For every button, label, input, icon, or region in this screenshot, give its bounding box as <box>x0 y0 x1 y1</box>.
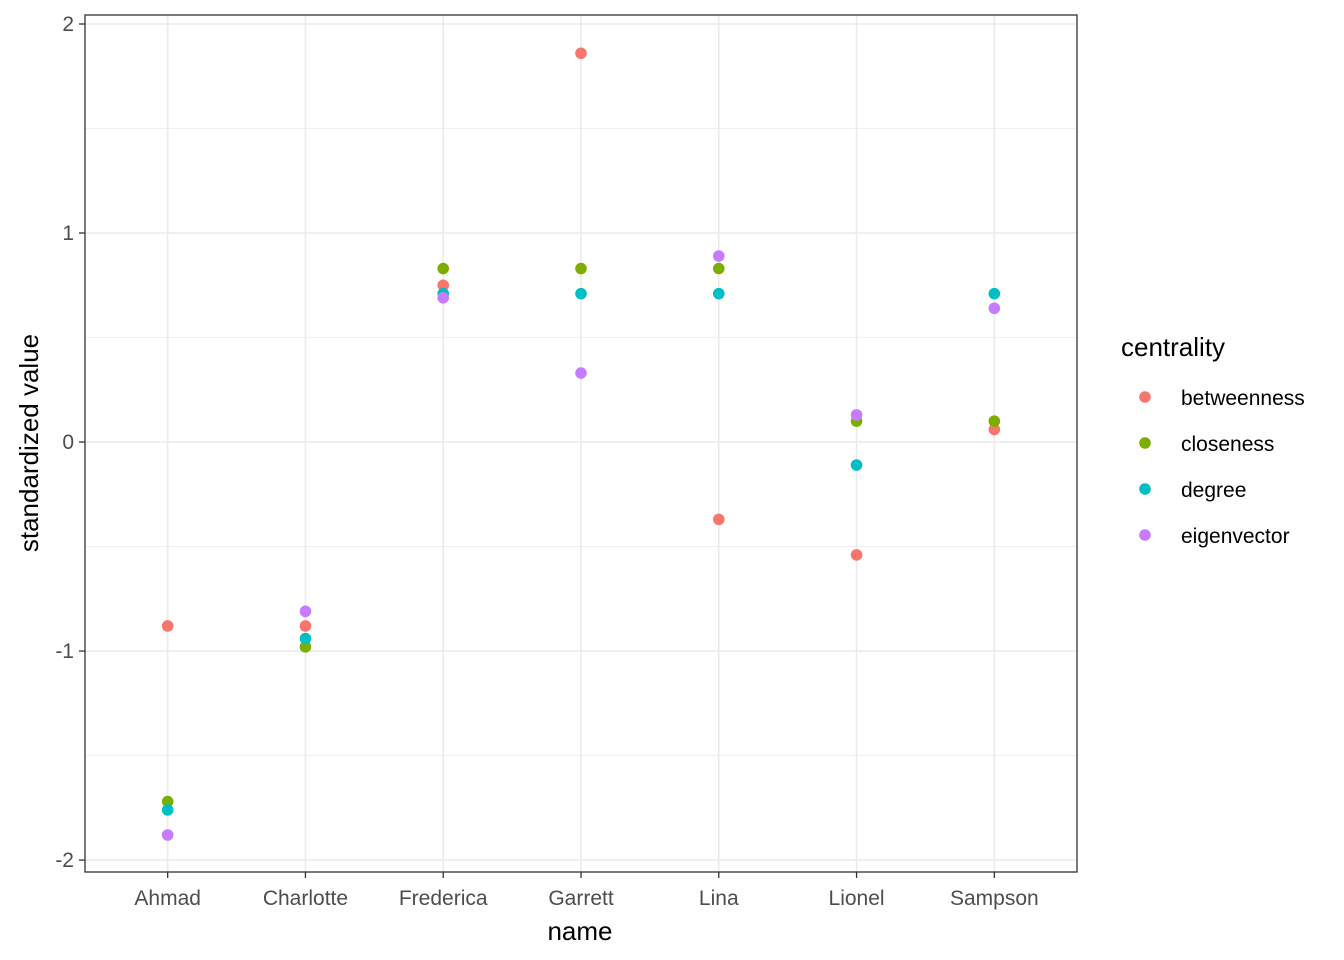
x-tick-label: Sampson <box>950 887 1039 910</box>
point-closeness <box>161 795 174 808</box>
point-eigenvector <box>437 292 450 304</box>
point-eigenvector <box>712 250 725 262</box>
point-eigenvector <box>161 829 174 841</box>
point-degree <box>299 632 312 645</box>
legend-label-closeness: closeness <box>1181 433 1274 456</box>
y-tick-label: 0 <box>62 431 74 454</box>
x-tick-label: Lina <box>699 887 739 910</box>
point-eigenvector <box>850 409 863 421</box>
point-closeness <box>575 262 587 275</box>
x-axis-title: name <box>547 916 612 946</box>
point-degree <box>988 287 1001 300</box>
legend-label-betweenness: betweenness <box>1181 387 1305 410</box>
point-closeness <box>988 415 1001 427</box>
grid <box>85 15 1077 872</box>
legend: centrality betweenness closeness degree eig… <box>1121 332 1305 548</box>
point-betweenness <box>988 423 1001 436</box>
point-betweenness <box>575 47 587 60</box>
y-tick-label: -2 <box>55 849 74 872</box>
point-closeness <box>299 641 312 653</box>
x-tick-label: Charlotte <box>263 887 348 910</box>
points <box>161 47 1001 841</box>
point-degree <box>161 804 174 816</box>
legend-key-eigenvector <box>1139 529 1151 541</box>
legend-key-degree <box>1139 483 1151 495</box>
x-tick-label: Ahmad <box>134 887 201 910</box>
point-closeness <box>712 262 725 275</box>
legend-key-betweenness <box>1139 391 1151 403</box>
point-degree <box>575 287 587 300</box>
point-degree <box>850 459 863 471</box>
point-degree <box>712 287 725 300</box>
y-tick-label: 2 <box>62 13 74 36</box>
point-betweenness <box>437 279 450 292</box>
legend-label-degree: degree <box>1181 479 1246 502</box>
point-closeness <box>437 262 450 275</box>
point-eigenvector <box>988 302 1001 315</box>
y-axis-title: standardized value <box>14 334 44 552</box>
y-tick-label: 1 <box>62 222 74 245</box>
point-betweenness <box>850 549 863 561</box>
x-tick-label: Frederica <box>399 887 488 910</box>
y-tick-label: -1 <box>55 640 74 663</box>
x-tick-label: Lionel <box>829 887 885 910</box>
legend-key-closeness <box>1139 437 1151 449</box>
point-betweenness <box>161 620 174 632</box>
point-eigenvector <box>575 367 587 379</box>
point-betweenness <box>712 513 725 526</box>
point-betweenness <box>299 620 312 632</box>
legend-title: centrality <box>1121 332 1225 362</box>
point-eigenvector <box>299 605 312 618</box>
legend-label-eigenvector: eigenvector <box>1181 525 1290 548</box>
axes: -2 -1 0 1 2 Ahmad Charlotte Frederica Garrett Lin… <box>55 13 1038 910</box>
x-tick-label: Garrett <box>548 887 614 910</box>
